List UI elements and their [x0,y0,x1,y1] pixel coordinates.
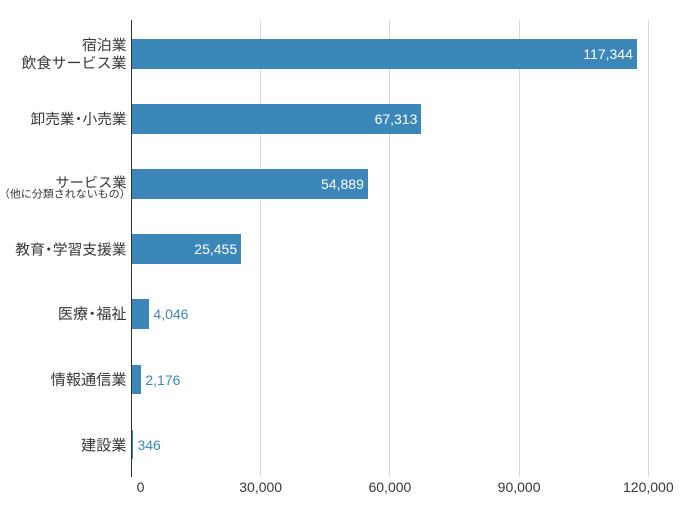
category-label-line [82,37,127,52]
bar-7 [131,429,133,460]
gridline-30,000 [260,20,262,477]
category-label-line [21,55,127,70]
bar-3 [131,169,368,199]
category-label-line [56,175,127,189]
x-tick-label-120,000: 120,000 [622,479,674,495]
bar-2 [131,104,422,134]
category-label-line [59,306,127,321]
value-label-2: 67,313 [374,111,418,128]
bar-5 [131,299,149,329]
bar-1 [131,39,637,69]
value-label-5: 4,046 [153,306,189,323]
bar-6 [131,364,141,395]
category-label-line [31,111,127,126]
y-axis-line [130,20,133,477]
category-label-line [15,242,126,256]
x-tick-label-0: 0 [136,479,145,495]
gridline-120,000 [647,20,649,477]
value-label-6: 2,176 [145,371,181,388]
category-label-6 [51,372,126,387]
category-label-line [81,437,126,452]
category-label-7 [81,437,126,452]
value-label-7: 346 [137,436,161,453]
category-label-line [6,188,123,199]
value-label-1: 117,344 [583,46,633,63]
category-label-line [51,372,126,387]
gridline-60,000 [389,20,391,477]
category-label-4 [15,242,126,256]
value-label-3: 54,889 [321,176,364,193]
value-label-4: 25,455 [194,241,238,258]
category-label-5 [59,306,127,321]
category-label-1 [21,37,127,70]
category-label-3 [6,175,127,199]
x-tick-label-60,000: 60,000 [368,479,412,495]
x-tick-label-30,000: 30,000 [239,479,283,495]
category-label-2 [31,111,127,126]
x-tick-label-90,000: 90,000 [497,479,541,495]
bar-4 [131,234,242,264]
gridline-90,000 [518,20,520,477]
